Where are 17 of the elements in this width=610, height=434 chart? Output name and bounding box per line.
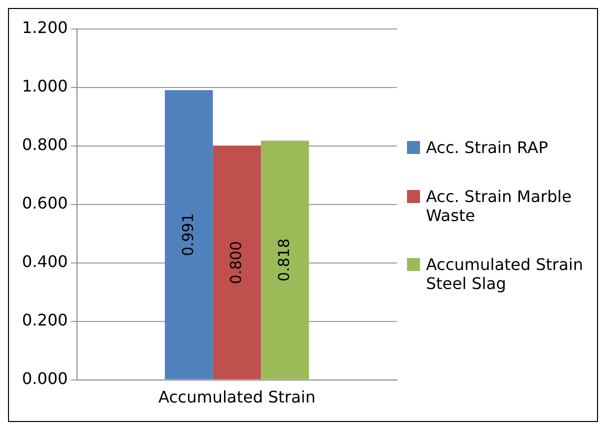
bar [260, 140, 309, 380]
legend-label: Accumulated Strain Steel Slag [426, 254, 584, 292]
data-label: 0.991 [178, 213, 197, 256]
bar [212, 146, 261, 380]
bar [164, 90, 213, 380]
data-label: 0.800 [226, 241, 245, 284]
y-tick-label: 0.000 [22, 368, 68, 388]
y-tick-label: 1.000 [22, 76, 68, 96]
legend-label: Acc. Strain RAP [426, 138, 548, 156]
y-tick-label: 0.200 [22, 310, 68, 330]
y-tick-label: 0.600 [22, 194, 68, 213]
data-label: 0.818 [274, 238, 293, 282]
y-tick-label: 0.800 [22, 135, 68, 154]
legend-label: Acc. Strain Marble Waste [426, 186, 573, 224]
x-tick-label: Accumulated Strain [158, 388, 316, 407]
y-tick-label: 1.200 [22, 18, 68, 38]
y-tick-label: 0.400 [22, 252, 68, 272]
